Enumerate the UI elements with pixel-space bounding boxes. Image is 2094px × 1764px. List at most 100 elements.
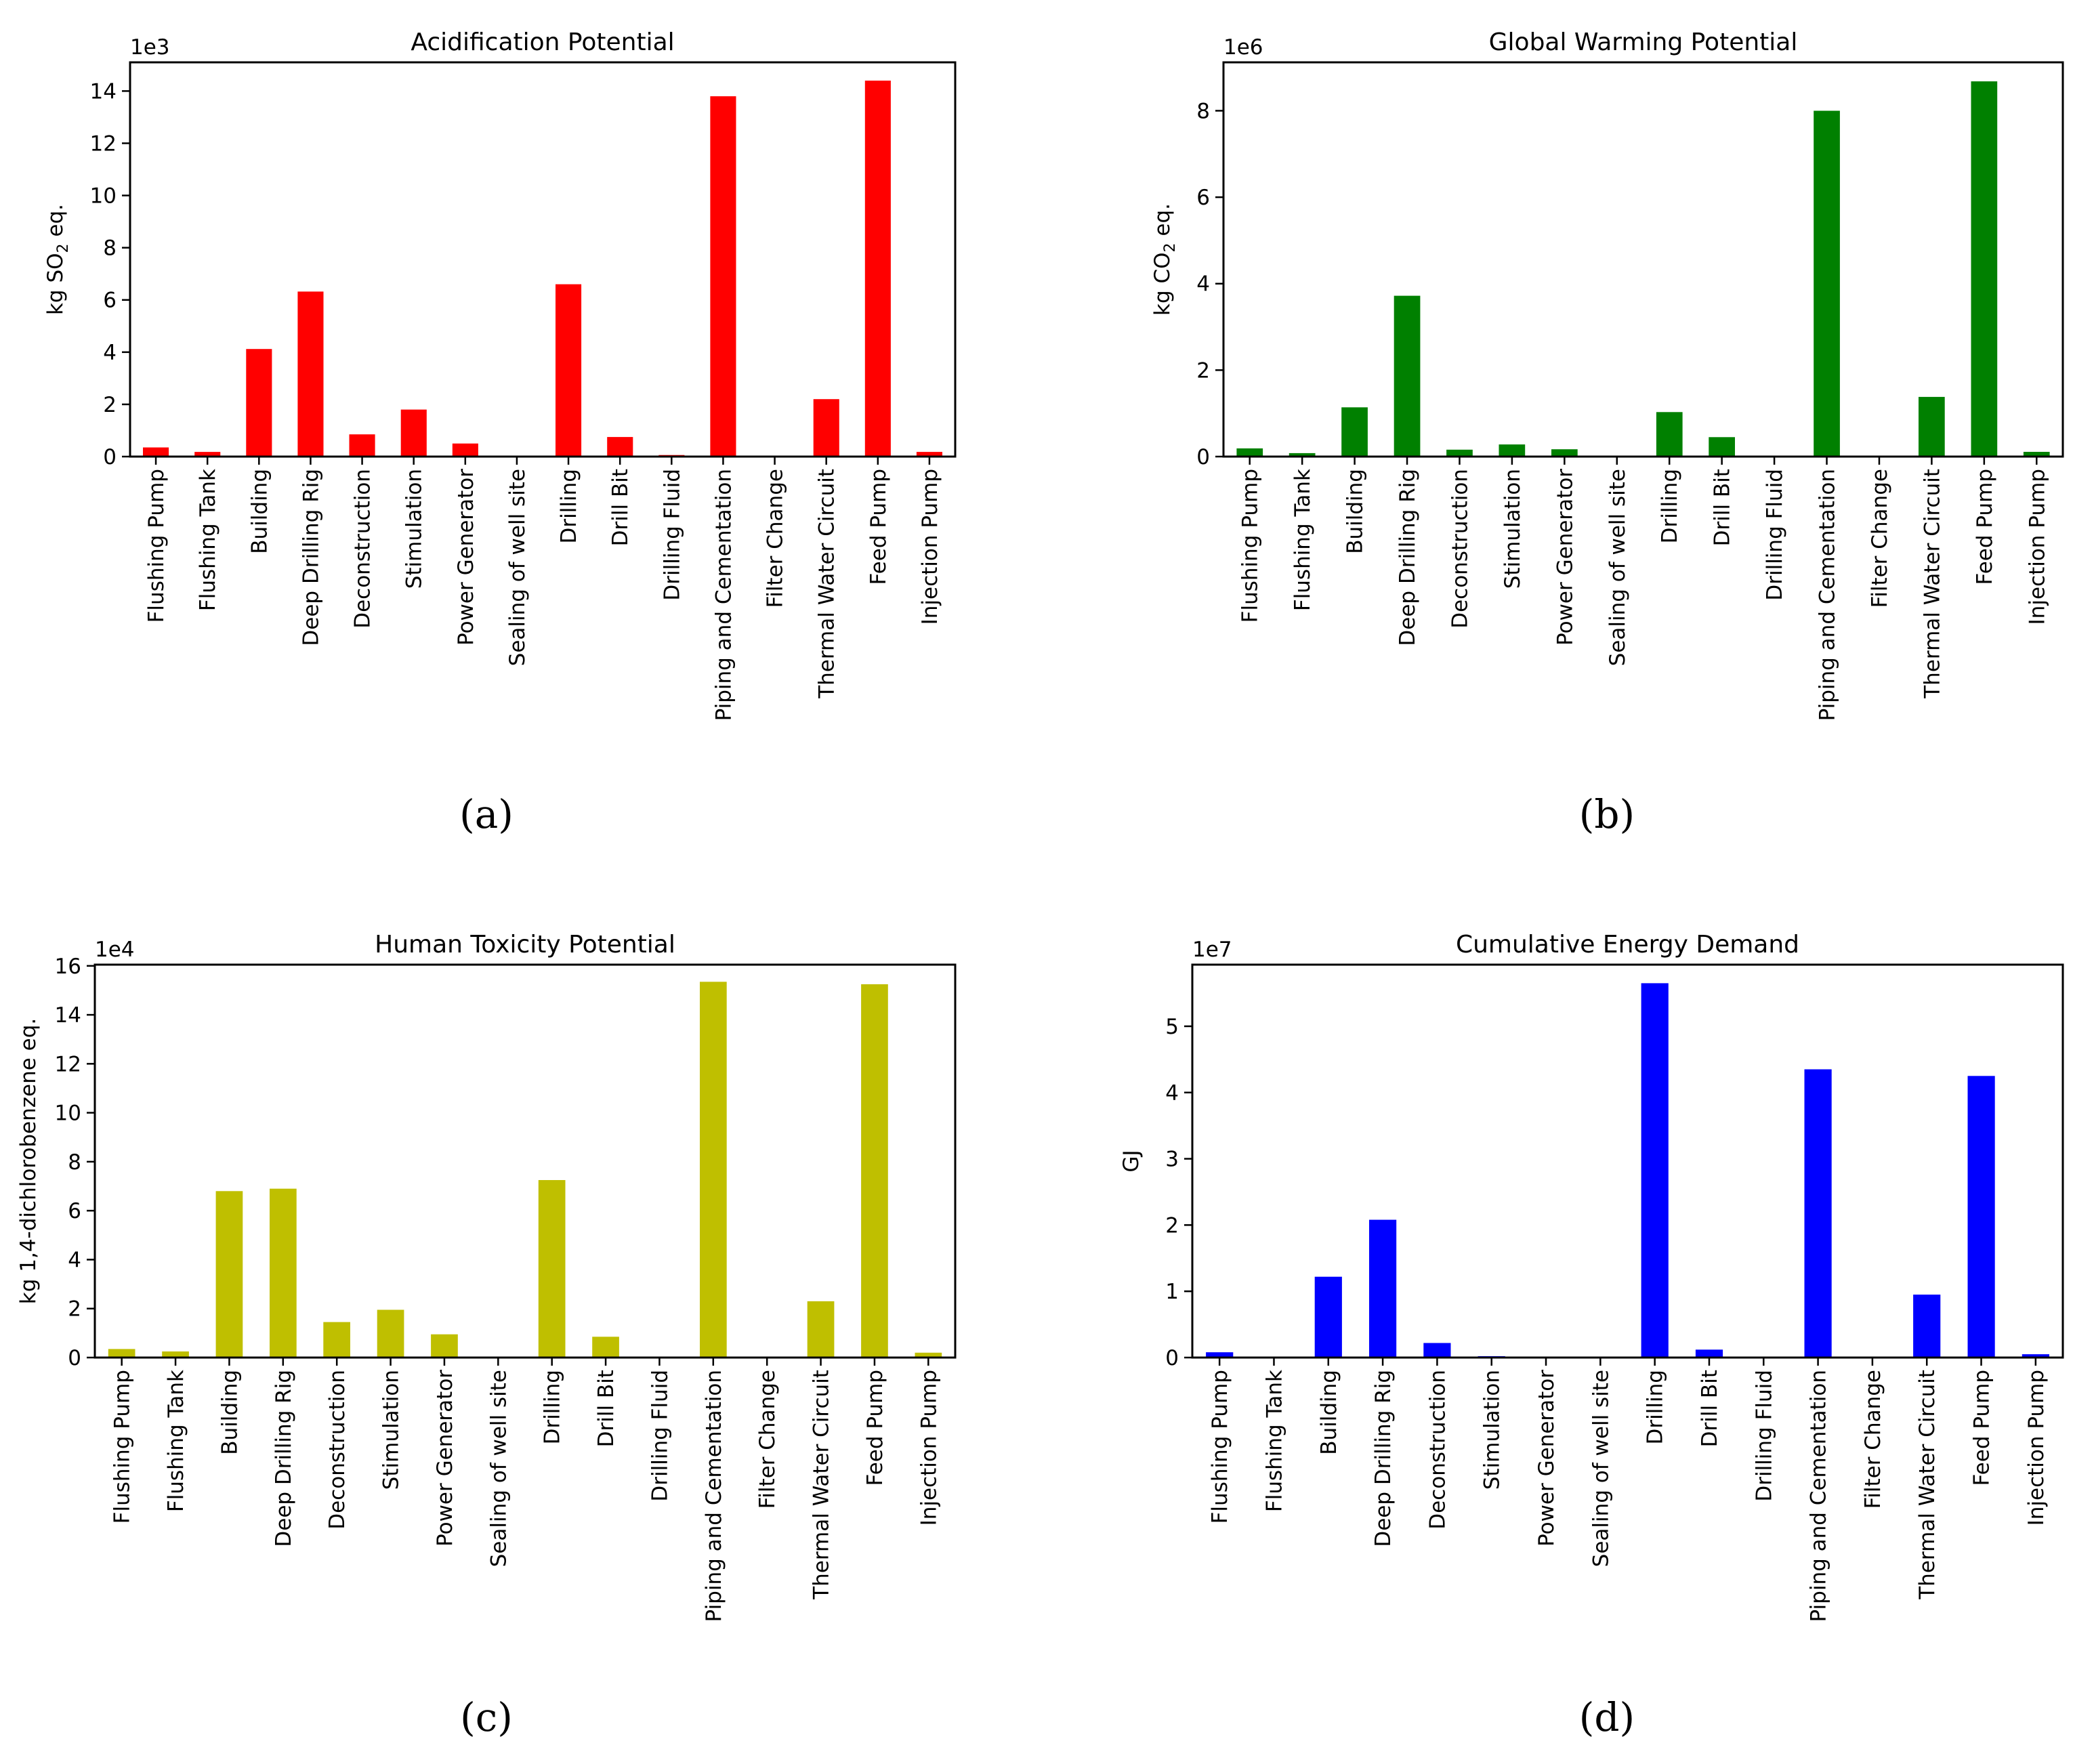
x-tick-label: Filter Change [1868, 469, 1892, 608]
y-axis-label: kg 1,4-dichlorobenzene eq. [16, 1018, 41, 1304]
x-tick-label: Deep Drilling Rig [299, 469, 323, 646]
x-tick-label: Building [217, 1370, 242, 1455]
bar-global-warming-1 [1236, 448, 1263, 457]
bar-human-toxicity-2 [162, 1351, 189, 1358]
x-tick-label: Power Generator [1534, 1370, 1559, 1547]
x-tick-label: Stimulation [1480, 1370, 1505, 1490]
x-tick-label: Building [1317, 1370, 1341, 1455]
y-tick-label: 6 [68, 1199, 81, 1223]
x-tick-label: Drilling Fluid [1752, 1370, 1776, 1502]
y-tick-label: 14 [90, 79, 117, 104]
bar-energy-demand-5 [1423, 1343, 1451, 1358]
y-tick-label: 12 [90, 131, 117, 156]
x-tick-label: Flushing Pump [1208, 1370, 1232, 1524]
bar-global-warming-6 [1499, 444, 1526, 457]
chart-global-warming: 0 2 4 6 8 Flushing Pump Flushing Tank Building D… [1150, 28, 2064, 837]
y-tick-label: 2 [1196, 358, 1210, 383]
y-tick-label: 12 [55, 1052, 81, 1076]
bar-human-toxicity-12 [700, 982, 727, 1358]
chart-human-toxicity: 0 2 4 6 8 10 12 14 16 Flushing Pump Flushing Tank B… [16, 931, 957, 1740]
x-tick-label: Drilling Fluid [648, 1370, 672, 1502]
bar-energy-demand-14 [1913, 1295, 1941, 1358]
bar-acidification-2 [194, 452, 221, 457]
y-tick-label: 0 [68, 1346, 81, 1370]
bar-human-toxicity-4 [270, 1188, 297, 1358]
y-tick-label: 0 [103, 445, 117, 469]
x-tick-label: Injection Pump [2025, 469, 2049, 625]
x-tick-label: Thermal Water Circuit [815, 469, 839, 699]
x-tick-label: Drill Bit [1711, 469, 1735, 546]
panel-label: (c) [460, 1694, 513, 1740]
y-tick-label: 10 [55, 1101, 81, 1126]
bar-energy-demand-10 [1695, 1349, 1723, 1358]
y-axis-label: kg CO2 eq. [1150, 203, 1179, 316]
bar-acidification-10 [607, 437, 633, 457]
bar-human-toxicity-14 [807, 1301, 835, 1358]
x-tick-label: Deep Drilling Rig [272, 1370, 296, 1547]
bar-human-toxicity-10 [592, 1337, 619, 1358]
bar-energy-demand-1 [1206, 1352, 1234, 1358]
x-tick-label: Drilling Fluid [1763, 469, 1787, 601]
chart-energy-demand: 0 1 2 3 4 5 Flushing Pump Flushing Tank Building… [1119, 931, 2064, 1740]
y-tick-label: 0 [1165, 1346, 1179, 1370]
x-tick-label: Deconstruction [325, 1370, 350, 1530]
x-tick-label: Drilling [557, 469, 581, 543]
bar-acidification-16 [916, 452, 942, 457]
bar-human-toxicity-15 [861, 984, 888, 1358]
bar-acidification-3 [246, 349, 272, 457]
bar-human-toxicity-7 [431, 1334, 458, 1358]
y-tick-label: 6 [103, 289, 117, 313]
x-tick-label: Flushing Pump [144, 469, 169, 623]
x-tick-label: Deconstruction [1448, 469, 1473, 629]
bar-global-warming-7 [1551, 449, 1578, 457]
y-tick-label: 4 [68, 1248, 81, 1272]
y-tick-label: 16 [55, 954, 81, 979]
x-tick-label: Piping and Cementation [1816, 469, 1840, 721]
axis-multiplier: 1e4 [95, 938, 135, 962]
x-tick-label: Thermal Water Circuit [1920, 469, 1944, 699]
bar-acidification-7 [452, 443, 478, 457]
y-tick-label: 14 [55, 1003, 81, 1028]
x-tick-label: Feed Pump [866, 469, 891, 585]
panel-label: (d) [1579, 1694, 1635, 1740]
x-tick-label: Drill Bit [1698, 1370, 1722, 1447]
y-tick-label: 4 [103, 341, 117, 365]
x-tick-label: Piping and Cementation [711, 469, 736, 721]
x-tick-label: Sealing of well site [1606, 469, 1630, 666]
bar-global-warming-4 [1394, 295, 1421, 457]
x-tick-label: Building [247, 469, 272, 554]
y-tick-label: 6 [1196, 186, 1210, 210]
x-tick-label: Power Generator [1553, 469, 1577, 646]
x-tick-label: Filter Change [1861, 1370, 1885, 1509]
y-axis-label: kg SO2 eq. [43, 204, 72, 315]
x-tick-label: Injection Pump [917, 1370, 941, 1526]
x-tick-label: Drill Bit [608, 469, 633, 546]
x-tick-label: Feed Pump [863, 1370, 887, 1486]
bar-acidification-4 [297, 291, 324, 457]
y-tick-label: 1 [1165, 1280, 1179, 1304]
x-tick-label: Thermal Water Circuit [1915, 1370, 1940, 1600]
y-tick-label: 0 [1196, 445, 1210, 469]
bar-energy-demand-9 [1641, 983, 1669, 1358]
x-tick-label: Injection Pump [918, 469, 942, 625]
axes-frame [1191, 963, 2064, 1359]
bar-acidification-14 [813, 399, 839, 457]
x-tick-label: Power Generator [433, 1370, 457, 1547]
x-tick-label: Feed Pump [1970, 1370, 1994, 1486]
x-tick-label: Stimulation [402, 469, 427, 589]
x-tick-label: Feed Pump [1973, 469, 1997, 585]
y-tick-label: 2 [68, 1297, 81, 1322]
x-tick-label: Sealing of well site [1589, 1370, 1613, 1567]
bar-energy-demand-12 [1804, 1069, 1832, 1358]
bar-acidification-1 [143, 447, 169, 457]
bar-human-toxicity-5 [323, 1322, 350, 1358]
bar-energy-demand-16 [2022, 1354, 2049, 1358]
bar-global-warming-5 [1446, 449, 1473, 457]
x-tick-label: Piping and Cementation [1807, 1370, 1831, 1622]
chart-title: Acidification Potential [411, 28, 674, 56]
x-tick-label: Filter Change [763, 469, 788, 608]
bar-acidification-6 [400, 409, 427, 457]
axis-multiplier: 1e7 [1192, 938, 1232, 962]
chart-title: Human Toxicity Potential [375, 931, 675, 959]
